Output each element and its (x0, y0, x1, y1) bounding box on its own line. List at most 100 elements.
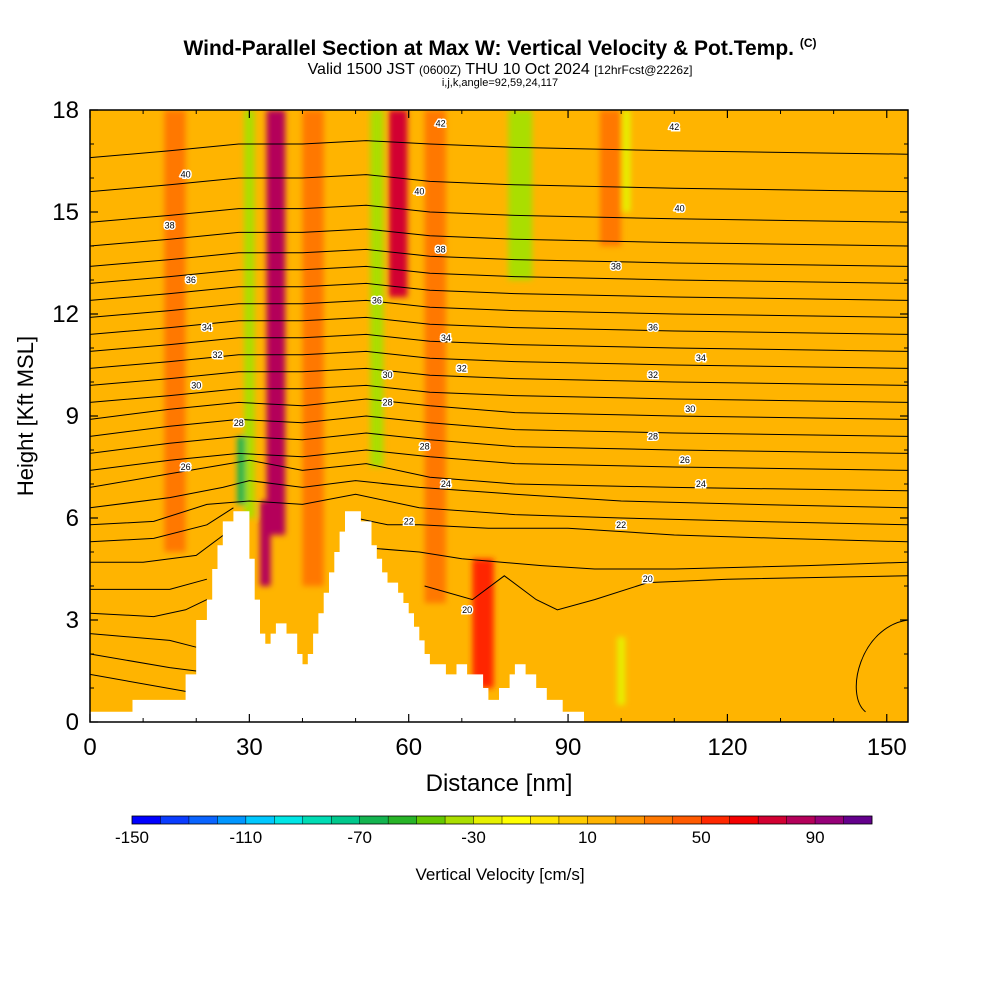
x-tick-label: 120 (707, 734, 747, 761)
downdraft-cell (617, 637, 626, 705)
isentrope-lines (90, 140, 908, 713)
isentrope-36 (90, 265, 908, 284)
y-axis-label: Height [Kft MSL] (13, 336, 38, 496)
contour-label: 38 (611, 261, 621, 271)
isentrope-36 (90, 282, 908, 301)
colorbar-tick-label: -150 (115, 828, 149, 847)
isentrope-24 (90, 480, 908, 509)
chart-titles: Wind-Parallel Section at Max W: Vertical… (0, 0, 1000, 100)
contour-label: 32 (212, 350, 222, 360)
contour-label: 28 (420, 442, 430, 452)
x-tick-label: 0 (83, 734, 96, 761)
contour-label: 22 (616, 520, 626, 530)
isentrope-20 (376, 548, 908, 570)
colorbar-swatch (644, 816, 674, 824)
contour-label: 38 (436, 244, 446, 254)
colorbar-swatch (388, 816, 417, 824)
colorbar-swatch (359, 816, 389, 824)
contour-label: 20 (462, 605, 472, 615)
isentrope-22 (90, 531, 229, 563)
contour-label: 34 (441, 333, 451, 343)
isentrope-22 (90, 493, 908, 526)
colorbar-tick-label: -70 (347, 828, 372, 847)
colorbar-swatch (416, 816, 446, 824)
contour-label: 34 (202, 323, 212, 333)
x-tick-label: 60 (395, 734, 422, 761)
contour-label: 42 (669, 122, 679, 132)
x-tick-label: 90 (555, 734, 582, 761)
isentrope-20 (90, 599, 208, 618)
contour-label: 28 (648, 431, 658, 441)
isentrope-20 (424, 575, 908, 611)
isentrope-38 (90, 228, 908, 247)
colorbar-tick-label: 90 (806, 828, 825, 847)
contour-label: 28 (234, 418, 244, 428)
y-tick-label: 6 (66, 505, 79, 532)
contour-label: 30 (382, 370, 392, 380)
contour-label: 36 (372, 295, 382, 305)
colorbar-swatch (786, 816, 816, 824)
contour-label: 40 (414, 187, 424, 197)
downdraft-cell (622, 110, 631, 212)
valid-utc: (0600Z) (419, 63, 462, 77)
contour-labels: 42 42 40 40 40 38 38 38 36 36 36 34 34 34 32 32 32 30 30 30… (163, 117, 707, 616)
contour-label: 26 (680, 455, 690, 465)
isentrope-26 (90, 432, 908, 454)
chart-subtitle: Valid 1500 JST (0600Z) THU 10 Oct 2024 [… (307, 61, 693, 78)
colorbar-swatch (473, 816, 503, 824)
contour-label: 24 (441, 479, 451, 489)
terrain-mask (90, 511, 908, 722)
colorbar-swatch (558, 816, 588, 824)
isentrope-20 (90, 653, 197, 672)
colorbar-tick-label: 50 (692, 828, 711, 847)
contour-label: 24 (696, 479, 706, 489)
updraft-cell (388, 110, 408, 297)
y-tick-label: 9 (66, 403, 79, 430)
isentrope-22 (90, 507, 234, 543)
colorbar-swatch (132, 816, 161, 824)
y-tick-label: 3 (66, 607, 79, 634)
isentrope-40 (90, 174, 908, 193)
contour-label: 30 (685, 404, 695, 414)
contour-label: 36 (186, 275, 196, 285)
grid-indices: i,j,k,angle=92,59,24,117 (441, 77, 559, 89)
colorbar-swatch (729, 816, 759, 824)
contour-label: 32 (457, 363, 467, 373)
x-tick-label: 150 (867, 734, 907, 761)
contour-label: 40 (675, 204, 685, 214)
colorbar-swatch (302, 816, 332, 824)
y-tick-label: 15 (52, 199, 79, 226)
contour-label: 40 (181, 170, 191, 180)
colorbar-swatch (843, 816, 873, 824)
colorbar-tick-label: 10 (578, 828, 597, 847)
downdraft-cell (244, 110, 255, 518)
isentrope-28 (90, 398, 908, 420)
colorbar-swatch (758, 816, 787, 824)
colorbar-swatch (701, 816, 730, 824)
x-axis-label: Distance [nm] (426, 770, 573, 797)
contour-label: 36 (648, 323, 658, 333)
colorbar-swatch (587, 816, 617, 824)
contour-label: 42 (436, 119, 446, 129)
updraft-cell (599, 110, 622, 246)
isentrope-26 (90, 449, 908, 471)
isentrope-38 (90, 248, 908, 267)
colorbar-swatch (615, 816, 645, 824)
contour-label: 28 (382, 397, 392, 407)
colorbar-swatch (672, 816, 702, 824)
isentrope-32 (90, 333, 908, 352)
colorbar-swatch (245, 816, 275, 824)
isentrope-30 (90, 384, 908, 403)
colorbar-swatch (331, 816, 360, 824)
updraft-cell (259, 501, 271, 586)
isentrope-32 (90, 350, 908, 369)
isentrope-34 (90, 316, 908, 335)
contour-label: 32 (648, 370, 658, 380)
colorbar-swatch (160, 816, 190, 824)
updraft-cell (424, 110, 446, 603)
colorbar-swatch (188, 816, 218, 824)
x-axis: 0 30 60 90 120 150 (83, 110, 907, 761)
contour-label: 20 (643, 574, 653, 584)
